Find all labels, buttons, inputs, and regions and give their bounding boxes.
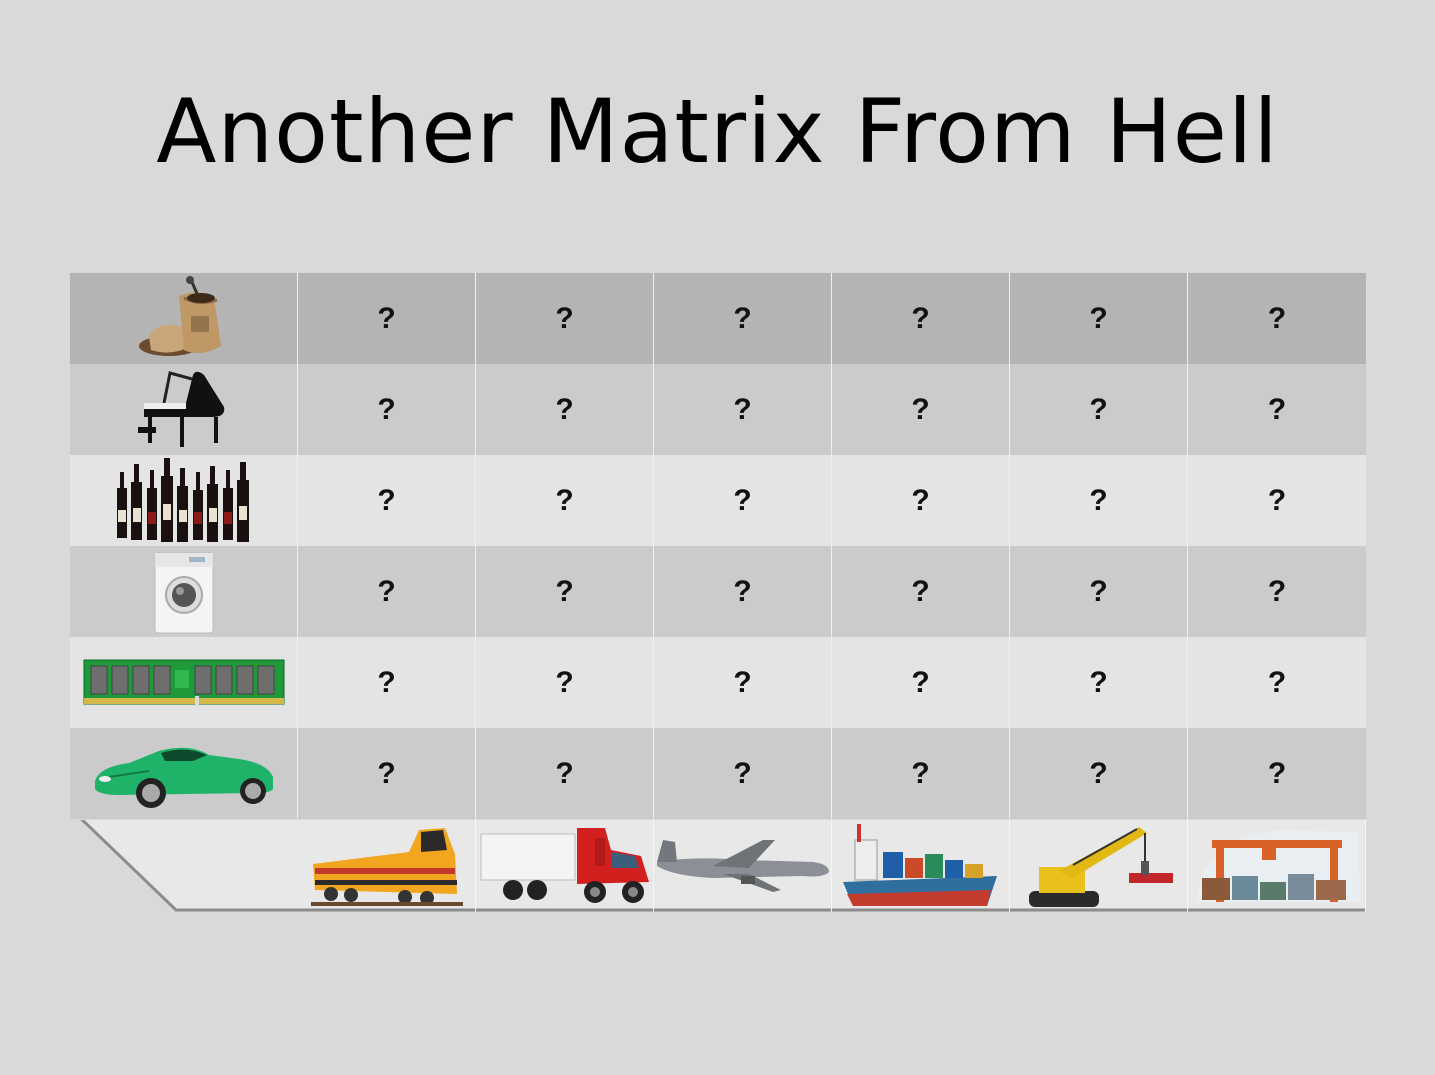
matrix-cell: ? — [733, 483, 752, 517]
matrix-cell: ? — [1089, 301, 1108, 335]
matrix-row: ? ? ? ? ? ? — [70, 637, 1366, 728]
matrix-table: ? ? ? ? ? ? ? ? ? ? ? ? — [70, 273, 1366, 913]
coffee-sack-icon — [129, 275, 239, 362]
matrix-cell: ? — [911, 483, 930, 517]
matrix-row: ? ? ? ? ? ? — [70, 364, 1366, 455]
row-header-car — [70, 728, 298, 819]
matrix-cell: ? — [377, 756, 396, 790]
train-icon — [309, 824, 465, 908]
row-header-ram — [70, 637, 298, 728]
matrix-cell: ? — [555, 392, 574, 426]
crane-icon — [1019, 821, 1179, 911]
matrix-cell: ? — [377, 574, 396, 608]
column-header-port — [1188, 820, 1366, 912]
row-header-wine — [70, 455, 298, 546]
matrix-cell: ? — [1089, 483, 1108, 517]
matrix-cell: ? — [377, 483, 396, 517]
matrix-cell: ? — [733, 301, 752, 335]
column-header-crane — [1010, 820, 1188, 912]
matrix-cell: ? — [911, 574, 930, 608]
matrix-cell: ? — [733, 665, 752, 699]
row-header-washing-machine — [70, 546, 298, 637]
matrix-row: ? ? ? ? ? ? — [70, 273, 1366, 364]
column-header-truck — [476, 820, 654, 912]
matrix-cell: ? — [1089, 392, 1108, 426]
matrix-cell: ? — [1089, 756, 1108, 790]
ram-module-icon — [83, 656, 285, 710]
matrix-cell: ? — [1089, 574, 1108, 608]
port-gantry-crane-icon — [1192, 826, 1362, 906]
wine-bottles-icon — [109, 457, 259, 544]
matrix-row: ? ? ? ? ? ? — [70, 728, 1366, 819]
matrix-cell: ? — [1267, 665, 1287, 699]
matrix-cell: ? — [555, 756, 574, 790]
matrix-cell: ? — [911, 392, 930, 426]
matrix-cell: ? — [911, 756, 930, 790]
matrix-cell: ? — [377, 665, 396, 699]
matrix-cell: ? — [1267, 301, 1287, 335]
matrix-cell: ? — [555, 483, 574, 517]
row-header-coffee — [70, 273, 298, 364]
matrix-cell: ? — [1267, 756, 1287, 790]
matrix-cell: ? — [1089, 665, 1108, 699]
grand-piano-icon — [134, 367, 234, 453]
column-header-ship — [832, 820, 1010, 912]
slide-title: Another Matrix From Hell — [156, 80, 1279, 183]
cargo-plane-icon — [653, 836, 833, 896]
transport-mode-row — [70, 820, 1366, 912]
matrix-cell: ? — [377, 301, 396, 335]
matrix-cell: ? — [733, 756, 752, 790]
matrix-cell: ? — [911, 665, 930, 699]
matrix-cell: ? — [1267, 574, 1287, 608]
washing-machine-icon — [149, 549, 219, 635]
matrix-cell: ? — [733, 392, 752, 426]
matrix-cell: ? — [555, 574, 574, 608]
column-header-train — [298, 820, 476, 912]
matrix-cell: ? — [377, 392, 396, 426]
matrix-cell: ? — [733, 574, 752, 608]
row-header-piano — [70, 364, 298, 455]
matrix-cell: ? — [1267, 392, 1287, 426]
truck-icon — [477, 824, 653, 908]
matrix-row: ? ? ? ? ? ? — [70, 546, 1366, 637]
matrix-row: ? ? ? ? ? ? — [70, 455, 1366, 546]
matrix-cell: ? — [555, 301, 574, 335]
container-ship-icon — [841, 820, 1001, 912]
sports-car-icon — [89, 737, 279, 811]
matrix-cell: ? — [1267, 483, 1287, 517]
matrix-cell: ? — [555, 665, 574, 699]
column-header-plane — [654, 820, 832, 912]
matrix-cell: ? — [911, 301, 930, 335]
